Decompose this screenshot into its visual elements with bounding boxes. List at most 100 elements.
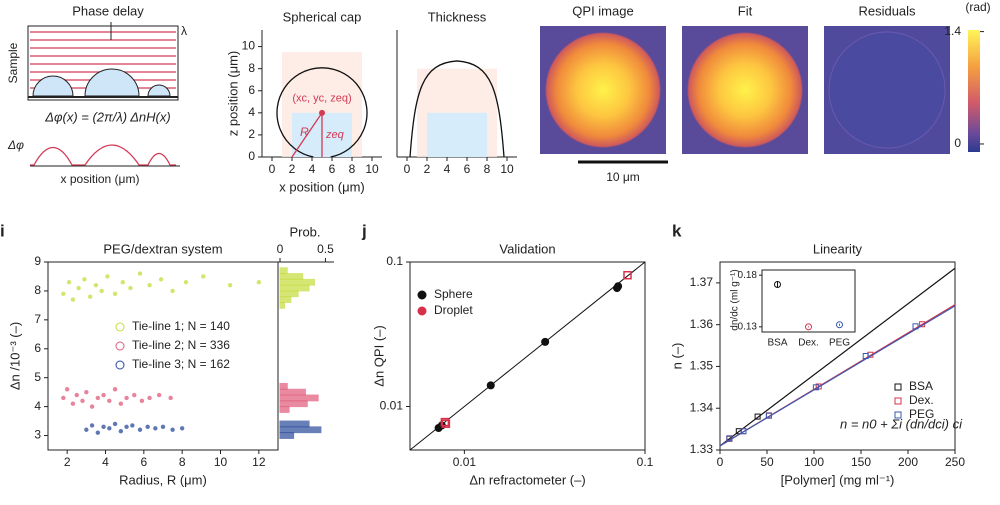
image-panels: QPI image Fit Residuals 10 μm (rad) xyxy=(540,0,991,184)
point xyxy=(160,424,166,430)
y-label: Δn /10⁻³ (–) xyxy=(7,322,22,390)
point xyxy=(124,395,129,401)
point xyxy=(61,291,66,297)
point xyxy=(168,395,173,401)
point xyxy=(147,395,152,401)
lambda: λ xyxy=(181,24,187,38)
radius xyxy=(291,112,323,158)
plot-frame xyxy=(409,261,646,451)
point xyxy=(740,428,747,435)
qpi-droplet xyxy=(545,32,661,148)
point xyxy=(101,424,106,430)
point xyxy=(118,401,124,406)
core-fill xyxy=(427,112,487,157)
x-tick-label: 0.1 xyxy=(637,455,654,469)
x-tick-label: 6 xyxy=(140,455,147,469)
point xyxy=(74,392,79,398)
y-tick-label: 6 xyxy=(34,341,41,355)
histogram-bar xyxy=(279,273,304,280)
equation: Δφ(x) = (2π/λ) ΔnH(x) xyxy=(44,109,170,124)
x-tick-label: 0.01 xyxy=(453,455,477,469)
y-tick-label: 0.01 xyxy=(380,399,404,413)
legend-marker xyxy=(115,322,125,332)
x-tick-label: 6 xyxy=(464,162,471,176)
y-label: Δφ xyxy=(7,138,24,152)
x-tick-label: 2 xyxy=(424,162,431,176)
x-tick-label: 0 xyxy=(404,162,411,176)
x-tick-label: Dex. xyxy=(798,338,819,349)
histogram-bar xyxy=(279,278,316,286)
colorbar xyxy=(968,30,980,152)
point xyxy=(201,274,206,279)
x-tick-label: BSA xyxy=(767,338,787,349)
annotation: zeq xyxy=(325,129,345,141)
identity-line xyxy=(409,261,646,451)
image-title: QPI image xyxy=(572,3,633,18)
point xyxy=(862,353,869,359)
histogram-bar xyxy=(279,432,295,439)
bubble xyxy=(147,84,171,97)
point xyxy=(112,291,118,297)
y-tick-label: 3 xyxy=(34,428,41,442)
thickness-profile xyxy=(409,60,505,158)
legend-marker xyxy=(115,341,125,351)
y-tick-label: 8 xyxy=(34,283,41,297)
x-tick-label: 2 xyxy=(289,162,296,176)
legend-label: Dex. xyxy=(909,393,934,407)
colorbar-label: (rad) xyxy=(965,0,990,14)
x-label: Δn refractometer (–) xyxy=(469,472,585,487)
histogram-bar xyxy=(279,400,308,408)
legend-marker xyxy=(894,397,902,405)
equation: n = n0 + Σi (dn/dci) ci xyxy=(840,416,963,431)
point xyxy=(486,381,495,390)
point xyxy=(70,401,76,406)
point xyxy=(440,417,450,427)
fit-droplet xyxy=(687,32,803,148)
legend-label: Tie-line 2; N = 336 xyxy=(132,338,230,352)
point xyxy=(227,282,233,288)
point xyxy=(614,282,623,291)
point xyxy=(89,423,95,428)
colorbar-tick-label: 0 xyxy=(954,136,961,150)
y-tick-label: 4 xyxy=(34,399,41,413)
chart-title: Spherical cap xyxy=(283,9,362,24)
phase-curve xyxy=(30,144,176,166)
x-tick-label: 4 xyxy=(102,455,109,469)
histogram-bar xyxy=(279,382,288,390)
panel-letter: j xyxy=(361,221,367,240)
x-tick-label: 10 xyxy=(500,162,514,176)
x-tick-label: 150 xyxy=(851,455,871,469)
x-tick-label: 200 xyxy=(898,455,918,469)
histogram-bar xyxy=(279,426,322,434)
x-tick-label: 250 xyxy=(945,455,965,469)
x-tick-label: 12 xyxy=(252,455,266,469)
plot-frame xyxy=(47,261,279,451)
x-label: x position (μm) xyxy=(61,172,140,186)
point xyxy=(836,321,843,329)
x-label: x position (μm) xyxy=(279,179,365,194)
point xyxy=(156,392,162,398)
panel-letter: k xyxy=(672,221,682,240)
x-tick-label: 2 xyxy=(64,455,71,469)
point xyxy=(754,413,761,420)
panel-letter: i xyxy=(0,221,5,240)
x-label: Radius, R (μm) xyxy=(119,472,207,487)
point xyxy=(623,270,632,280)
y-tick-label: 1.34 xyxy=(690,400,714,414)
phase-delay: Phase delay λ Sample Δφ(x) = (2π/λ) ΔnH(… xyxy=(6,3,187,186)
x-tick-label: 10 xyxy=(365,162,379,176)
panel-title: Phase delay xyxy=(72,3,144,18)
x-tick-label: 0 xyxy=(269,162,276,176)
point xyxy=(139,398,145,404)
point xyxy=(124,424,129,430)
x-tick-label: 6 xyxy=(329,162,336,176)
legend-label: Sphere xyxy=(434,287,473,301)
point xyxy=(170,288,175,294)
point xyxy=(805,323,812,331)
point xyxy=(441,419,451,428)
point xyxy=(183,280,189,285)
point xyxy=(132,392,137,398)
point xyxy=(256,280,262,285)
legend-label: Tie-line 3; N = 162 xyxy=(132,357,230,371)
